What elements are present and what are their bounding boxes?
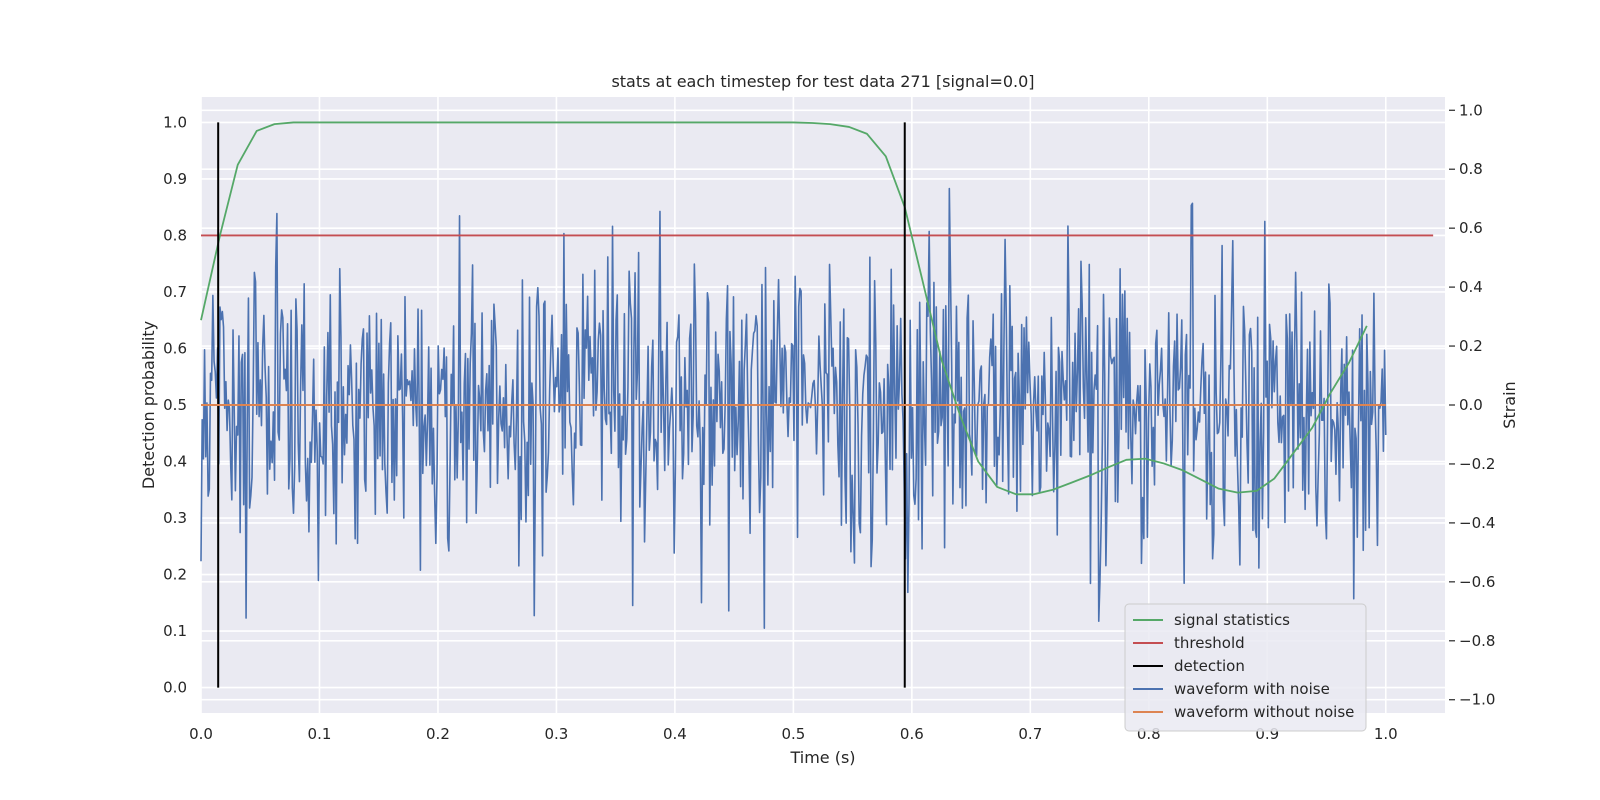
y-left-tick-label: 0.4 — [163, 453, 187, 471]
y-right-tick-label: 0.6 — [1459, 219, 1483, 237]
chart-title: stats at each timestep for test data 271… — [611, 72, 1034, 91]
x-axis-label: Time (s) — [789, 748, 855, 767]
y-left-tick-label: 0.9 — [163, 170, 187, 188]
y-left-tick-label: 1.0 — [163, 113, 187, 131]
legend-label: detection — [1174, 657, 1245, 675]
y-left-tick-label: 0.1 — [163, 622, 187, 640]
y-axis-left-label: Detection probability — [139, 321, 158, 489]
legend-label: signal statistics — [1174, 611, 1290, 629]
y-right-tick-label: −0.2 — [1459, 455, 1495, 473]
y-right-tick-label: −0.4 — [1459, 514, 1495, 532]
y-left-tick-label: 0.8 — [163, 226, 187, 244]
axes-layer: 0.0 0.1 0.2 0.3 0.4 0.5 0.6 0.7 0.8 0.9 1.0 0.0 0.1 0… — [163, 101, 1495, 743]
legend-box — [1124, 603, 1367, 732]
legend-label: waveform without noise — [1174, 703, 1354, 721]
y-axis-right-label: Strain — [1500, 381, 1519, 428]
series-waveform-with-noise — [200, 187, 1387, 629]
x-tick-label: 0.1 — [308, 725, 332, 743]
y-right-tick-label: 0.8 — [1459, 160, 1483, 178]
y-right-tick-label: −0.8 — [1459, 632, 1495, 650]
y-right-tick-label: 0.4 — [1459, 278, 1483, 296]
series-layer — [200, 121, 1434, 688]
x-tick-label: 0.3 — [544, 725, 568, 743]
x-tick-label: 0.6 — [900, 725, 924, 743]
y-left-tick-label: 0.2 — [163, 566, 187, 584]
x-tick-label: 1.0 — [1374, 725, 1398, 743]
y-left-tick-label: 0.3 — [163, 509, 187, 527]
x-tick-label: 0.4 — [663, 725, 687, 743]
x-tick-label: 0.0 — [189, 725, 213, 743]
y-left-tick-label: 0.6 — [163, 339, 187, 357]
y-right-tick-label: −1.0 — [1459, 691, 1495, 709]
legend-label: threshold — [1174, 634, 1245, 652]
legend-label: waveform with noise — [1174, 680, 1330, 698]
y-left-tick-label: 0.0 — [163, 679, 187, 697]
y-right-tick-label: 0.0 — [1459, 396, 1483, 414]
y-right-tick-label: 0.2 — [1459, 337, 1483, 355]
x-tick-label: 0.5 — [781, 725, 805, 743]
y-right-tick-label: 1.0 — [1459, 101, 1483, 119]
series-signal-statistics — [200, 121, 1368, 496]
x-tick-label: 0.7 — [1018, 725, 1042, 743]
legend: signal statistics threshold detection wavef… — [1124, 603, 1367, 732]
y-left-tick-label: 0.7 — [163, 283, 187, 301]
y-left-tick-label: 0.5 — [163, 396, 187, 414]
y-right-tick-label: −0.6 — [1459, 573, 1495, 591]
x-tick-label: 0.2 — [426, 725, 450, 743]
